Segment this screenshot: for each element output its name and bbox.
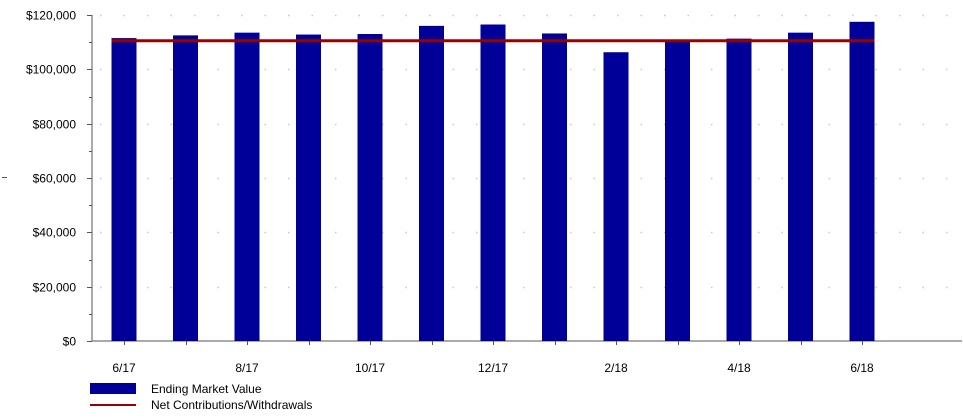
- bar-7-17: [173, 35, 198, 341]
- grid-layer: [100, 14, 962, 289]
- y-tick-label: $40,000: [33, 226, 77, 240]
- x-tick-label: 4/18: [727, 361, 751, 375]
- bar-3-18: [665, 39, 690, 341]
- bar-6-17: [111, 38, 137, 341]
- bar-2-18: [603, 52, 629, 342]
- bar-1-18: [542, 33, 567, 342]
- x-tick-label: 6/18: [850, 361, 874, 375]
- bar-11-17: [419, 25, 444, 341]
- y-tick-label: $100,000: [26, 63, 76, 77]
- x-tick-label: 12/17: [478, 361, 508, 375]
- legend-swatch-bar: [90, 383, 136, 394]
- bar-12-17: [480, 24, 506, 342]
- y-tick-label: $0: [63, 335, 77, 349]
- x-tick-label: 10/17: [355, 361, 385, 375]
- bar-9-17: [296, 34, 321, 342]
- x-tick-label: 2/18: [604, 361, 628, 375]
- bar-layer: [111, 21, 875, 342]
- x-tick-label: 6/17: [112, 361, 136, 375]
- y-tick-label: $20,000: [33, 281, 77, 295]
- bar-10-17: [357, 34, 383, 342]
- axis-layer: [87, 15, 962, 345]
- bar-4-18: [726, 38, 752, 341]
- label-layer: $0 $20,000 $40,000 $60,000 $80,000 $100,000 $1…: [26, 9, 874, 376]
- y-tick-label: $120,000: [26, 9, 76, 23]
- bar-5-18: [788, 32, 813, 342]
- legend-swatch-line: [90, 404, 136, 406]
- x-tick-label: 8/17: [235, 361, 259, 375]
- y-tick-label: $80,000: [33, 118, 77, 132]
- y-tick-label: $60,000: [33, 172, 77, 186]
- legend-label-ending-market-value: Ending Market Value: [151, 382, 262, 396]
- legend-label-net-contributions: Net Contributions/Withdrawals: [151, 398, 313, 412]
- side-tick-mark: [2, 177, 7, 178]
- bar-6-18: [849, 21, 875, 342]
- chart-plot: $0 $20,000 $40,000 $60,000 $80,000 $100,000 $1…: [26, 9, 962, 376]
- bar-8-17: [234, 32, 260, 342]
